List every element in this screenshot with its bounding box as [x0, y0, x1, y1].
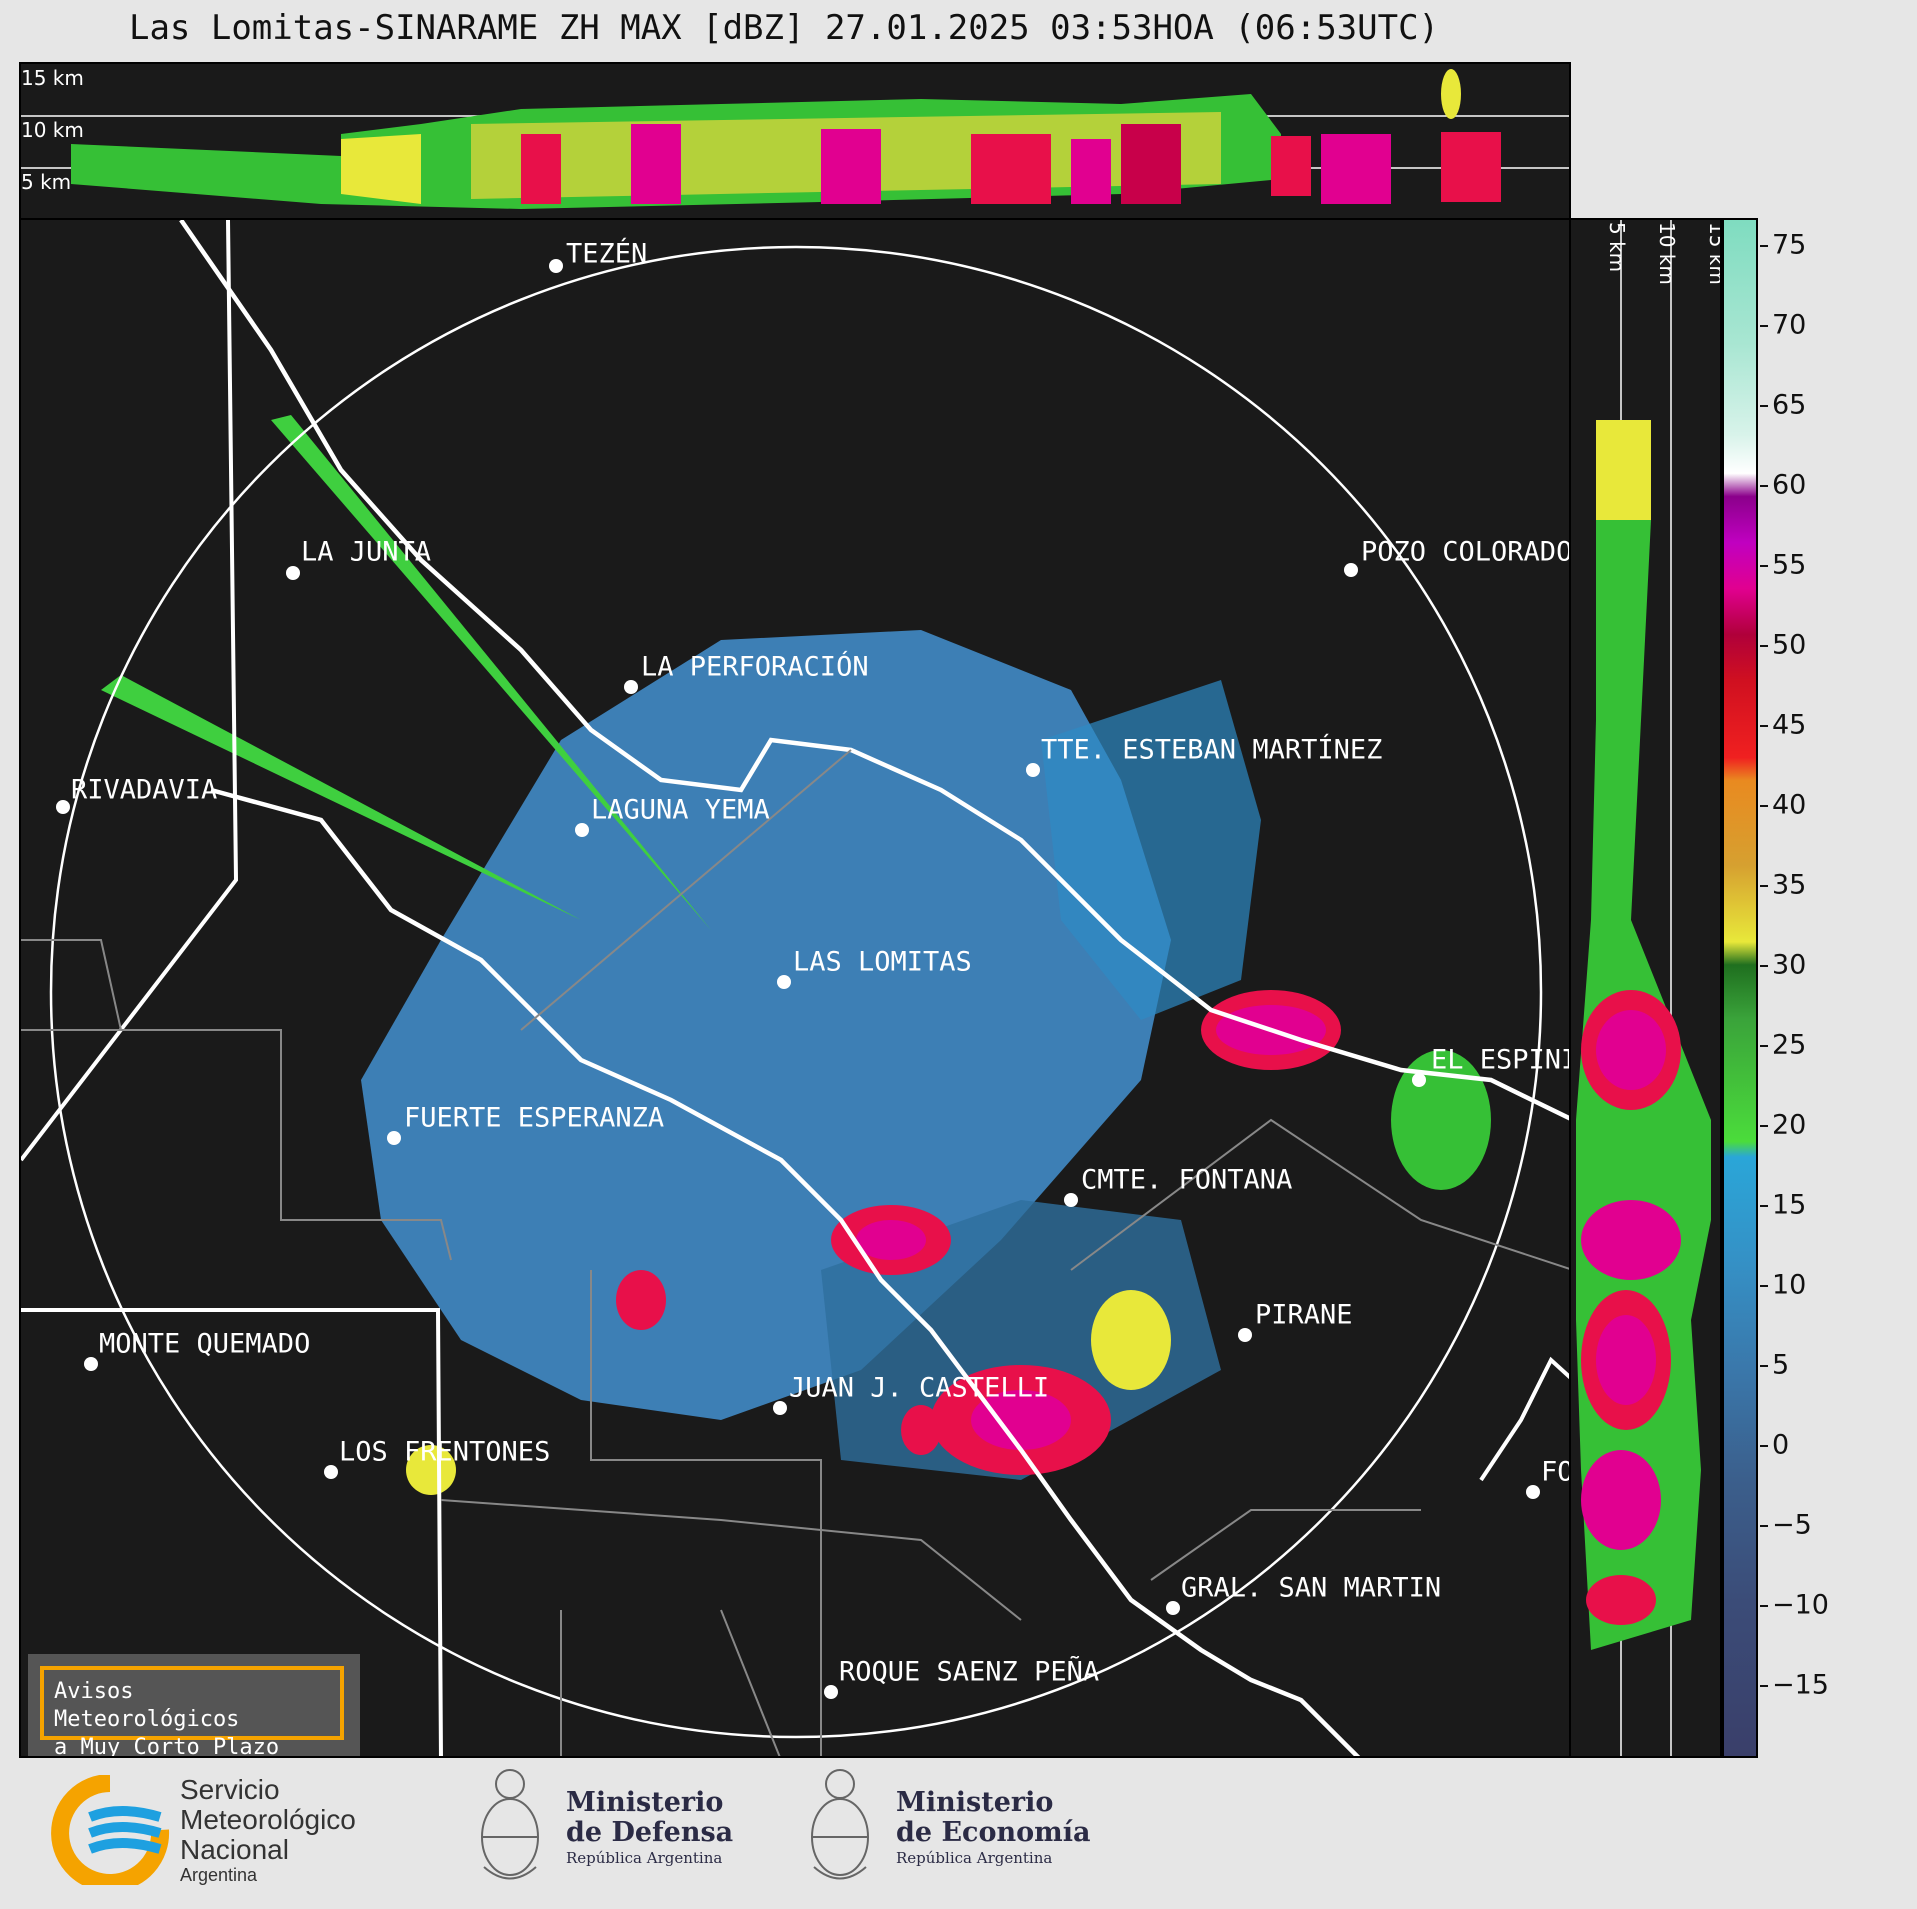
- colorbar-label: 40: [1772, 789, 1807, 821]
- colorbar-label: −5: [1772, 1509, 1812, 1541]
- right-label-5km: 5 km: [1605, 222, 1629, 273]
- top-label-5km: 5 km: [21, 170, 72, 194]
- city-label: LA JUNTA: [301, 536, 432, 568]
- colorbar-label: −10: [1772, 1589, 1829, 1621]
- radar-map-graphic: [21, 220, 1569, 1756]
- city-label: TTE. ESTEBAN MARTÍNEZ: [1041, 734, 1383, 766]
- colorbar-label: 45: [1772, 709, 1807, 741]
- radar-map: TEZÉN LA JUNTA POZO COLORADO LA PERFORAC…: [19, 218, 1571, 1758]
- city-label: FORMOSA: [1541, 1456, 1569, 1488]
- colorbar-label: 55: [1772, 549, 1807, 581]
- city-label: PIRANE: [1255, 1299, 1353, 1331]
- colorbar-label: 70: [1772, 309, 1807, 341]
- city-label: TEZÉN: [566, 238, 648, 270]
- colorbar-label: 60: [1772, 469, 1807, 501]
- colorbar-tick: [1760, 1445, 1768, 1447]
- coat-of-arms-icon: [811, 1769, 869, 1880]
- colorbar-tick: [1760, 565, 1768, 567]
- top-label-15km: 15 km: [21, 66, 84, 90]
- right-label-15km: 15 km: [1705, 222, 1722, 285]
- colorbar-label: 10: [1772, 1269, 1807, 1301]
- city-label: ROQUE SAENZ PEÑA: [839, 1656, 1100, 1688]
- right-cross-section-graphic: [1576, 220, 1711, 1756]
- colorbar-label: 35: [1772, 869, 1807, 901]
- economia-line1: Ministerio: [896, 1787, 1054, 1818]
- colorbar-tick: [1760, 325, 1768, 327]
- city-label: FUERTE ESPERANZA: [404, 1102, 665, 1134]
- notice-line1: Avisos Meteorológicos: [54, 1679, 240, 1732]
- economia-line2: de Economía: [896, 1817, 1091, 1848]
- economia-logo: Ministerio de Economía República Argenti…: [800, 1762, 1100, 1902]
- colorbar-label: 20: [1772, 1109, 1807, 1141]
- colorbar-label: 65: [1772, 389, 1807, 421]
- colorbar-label: 25: [1772, 1029, 1807, 1061]
- smn-line2: Meteorológico: [180, 1804, 356, 1835]
- city-label: LOS FRENTONES: [339, 1436, 551, 1468]
- colorbar-tick: [1760, 965, 1768, 967]
- page-title: Las Lomitas-SINARAME ZH MAX [dBZ] 27.01.…: [128, 8, 1440, 48]
- colorbar-label: 30: [1772, 949, 1807, 981]
- colorbar-tick: [1760, 1045, 1768, 1047]
- city-label: CMTE. FONTANA: [1081, 1164, 1293, 1196]
- city-label: EL ESPINILLO: [1431, 1044, 1569, 1076]
- colorbar: [1722, 218, 1758, 1758]
- top-label-10km: 10 km: [21, 118, 84, 142]
- colorbar-label: 15: [1772, 1189, 1807, 1221]
- colorbar-tick: [1760, 1365, 1768, 1367]
- defensa-line1: Ministerio: [566, 1787, 724, 1818]
- smn-line1: Servicio: [180, 1774, 280, 1805]
- colorbar-tick: [1760, 245, 1768, 247]
- defensa-line2: de Defensa: [566, 1817, 734, 1848]
- right-cross-section: 5 km 10 km 15 km: [1569, 218, 1722, 1758]
- colorbar-tick: [1760, 1685, 1768, 1687]
- economia-line3: República Argentina: [896, 1849, 1053, 1867]
- colorbar-label: 0: [1772, 1429, 1790, 1461]
- defensa-line3: República Argentina: [566, 1849, 723, 1867]
- notice-box-inner: Avisos Meteorológicos a Muy Corto Plazo: [40, 1666, 344, 1756]
- coat-of-arms-icon: [481, 1769, 539, 1880]
- colorbar-tick: [1760, 405, 1768, 407]
- smn-line3: Nacional: [180, 1834, 289, 1865]
- city-label: RIVADAVIA: [71, 774, 218, 806]
- colorbar-tick: [1760, 1125, 1768, 1127]
- colorbar-label: −15: [1772, 1669, 1829, 1701]
- city-label: POZO COLORADO: [1361, 536, 1571, 568]
- top-cross-section: 15 km 10 km 5 km: [19, 62, 1571, 220]
- colorbar-tick: [1760, 1285, 1768, 1287]
- right-label-10km: 10 km: [1655, 222, 1679, 285]
- colorbar-tick: [1760, 885, 1768, 887]
- city-label: LAS LOMITAS: [793, 946, 972, 978]
- city-label: JUAN J. CASTELLI: [789, 1372, 1050, 1404]
- smn-line4: Argentina: [180, 1865, 258, 1885]
- city-label: LAGUNA YEMA: [591, 794, 770, 826]
- colorbar-tick: [1760, 805, 1768, 807]
- colorbar-tick: [1760, 1525, 1768, 1527]
- smn-logo: Servicio Meteorológico Nacional Argentin…: [50, 1775, 430, 1885]
- colorbar-tick: [1760, 1205, 1768, 1207]
- colorbar-tick: [1760, 725, 1768, 727]
- defensa-logo: Ministerio de Defensa República Argentin…: [470, 1762, 750, 1902]
- colorbar-label: 5: [1772, 1349, 1790, 1381]
- colorbar-tick: [1760, 1605, 1768, 1607]
- city-label: GRAL. SAN MARTIN: [1181, 1572, 1442, 1604]
- city-label: LA PERFORACIÓN: [641, 651, 869, 683]
- colorbar-tick: [1760, 485, 1768, 487]
- top-cross-section-graphic: [21, 69, 1569, 209]
- notice-box[interactable]: Avisos Meteorológicos a Muy Corto Plazo: [28, 1654, 360, 1756]
- city-label: MONTE QUEMADO: [99, 1328, 311, 1360]
- notice-line2: a Muy Corto Plazo: [54, 1735, 280, 1758]
- colorbar-tick: [1760, 645, 1768, 647]
- colorbar-label: 50: [1772, 629, 1807, 661]
- smn-logo-icon: [51, 1775, 170, 1885]
- colorbar-label: 75: [1772, 229, 1807, 261]
